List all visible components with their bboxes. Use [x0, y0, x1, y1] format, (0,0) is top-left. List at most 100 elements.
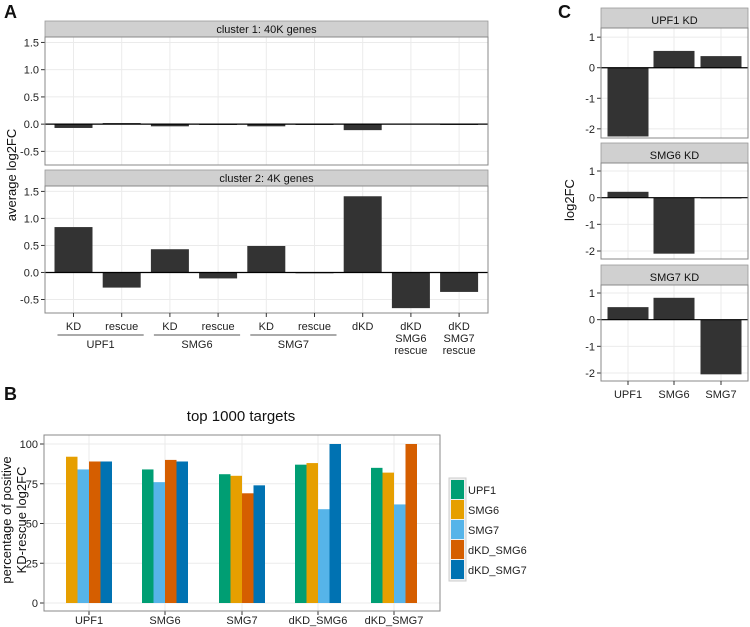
y-tick-label: 100 [20, 439, 38, 451]
x-tick-label: dKD_SMG7 [365, 615, 424, 627]
x-tick-label: KD [259, 321, 274, 333]
plot-border [600, 27, 749, 139]
bar-upf1 [295, 464, 307, 603]
bar [102, 272, 141, 288]
legend-label: UPF1 [468, 485, 496, 497]
facet-title: cluster 1: 40K genes [216, 24, 317, 36]
y-tick-label: -2 [585, 368, 595, 380]
x-tick-label: rescue [394, 345, 427, 357]
x-tick-label: KD [162, 321, 177, 333]
bar-upf1 [142, 469, 154, 603]
y-tick-label: 0 [589, 315, 595, 327]
x-tick-label: dKD [448, 321, 469, 333]
bar-dkd-smg6 [89, 461, 101, 603]
bar [653, 50, 695, 68]
x-tick-label: dKD_SMG6 [289, 615, 348, 627]
y-tick-label: 1.0 [24, 65, 39, 77]
bar-smg6 [382, 472, 394, 603]
y-tick-label: -1 [585, 219, 595, 231]
chart-title: top 1000 targets [187, 408, 295, 425]
bar [343, 196, 382, 273]
y-tick-label: -2 [585, 246, 595, 258]
bar [54, 227, 93, 273]
x-tick-label: SMG7 [444, 333, 475, 345]
y-tick-label: 0 [589, 63, 595, 75]
bar [440, 272, 479, 292]
y-tick-label: 1 [589, 32, 595, 44]
x-tick-label: dKD [400, 321, 421, 333]
y-tick-label: 0.0 [24, 267, 39, 279]
facet-title: SMG7 KD [650, 272, 700, 284]
x-tick-label: SMG6 [149, 615, 180, 627]
y-tick-label: 1 [589, 166, 595, 178]
bar-dkd-smg6 [165, 459, 177, 603]
legend-label: SMG6 [468, 505, 499, 517]
group-label: UPF1 [87, 339, 115, 351]
x-tick-label: dKD [352, 321, 373, 333]
panel-b-label: B [4, 384, 17, 404]
group-label: SMG6 [181, 339, 212, 351]
y-tick-label: 0.5 [24, 92, 39, 104]
bar [607, 67, 649, 137]
bar-smg6 [230, 475, 242, 603]
bar-dkd-smg6 [405, 444, 417, 603]
panel-c-label: C [558, 2, 571, 22]
x-tick-label: UPF1 [75, 615, 103, 627]
y-tick-label: 1 [589, 288, 595, 300]
bar-dkd-smg7 [329, 444, 341, 603]
legend-label: SMG7 [468, 525, 499, 537]
x-tick-label: SMG6 [658, 389, 689, 401]
legend-key [451, 560, 464, 579]
x-tick-label: SMG7 [705, 389, 736, 401]
y-tick-label: 75 [26, 479, 38, 491]
bar-smg7 [153, 482, 165, 603]
x-tick-label: SMG6 [395, 333, 426, 345]
bar [607, 307, 649, 320]
facet-title: SMG6 KD [650, 150, 700, 162]
x-tick-label: rescue [298, 321, 331, 333]
bar [700, 56, 742, 68]
bar [247, 124, 286, 127]
bar [700, 319, 742, 375]
facet-title: cluster 2: 4K genes [219, 173, 314, 185]
bar [150, 249, 189, 273]
y-tick-label: -1 [585, 341, 595, 353]
panel-a: cluster 1: 40K genes -0.5 0.0 0.5 1.0 1.5 clus… [4, 20, 489, 357]
y-axis-label: average log2FC [4, 129, 19, 222]
y-tick-label: 0 [32, 598, 38, 610]
bar [247, 245, 286, 273]
bar-smg7 [77, 469, 89, 603]
bar-dkd-smg6 [242, 493, 254, 603]
legend: UPF1 SMG6 SMG7 dKD_SMG6 dKD_SMG7 [448, 477, 527, 582]
bar-dkd-smg7 [100, 461, 112, 603]
bar-dkd-smg7 [176, 461, 188, 603]
y-tick-label: -0.5 [20, 146, 39, 158]
legend-key [451, 480, 464, 499]
bar [653, 197, 695, 254]
y-tick-label: -2 [585, 124, 595, 136]
legend-label: dKD_SMG6 [468, 545, 527, 557]
y-tick-label: 1.5 [24, 186, 39, 198]
y-axis-label-line: KD-rescue log2FC [14, 467, 29, 574]
panel-b: top 1000 targets 0 25 50 75 100 UPF1 SMG6 SMG7 dK… [0, 408, 527, 627]
legend-key [451, 500, 464, 519]
bar-smg7 [394, 504, 406, 603]
bar [150, 124, 189, 127]
bar-dkd-smg7 [253, 485, 265, 603]
facet-title: UPF1 KD [651, 15, 698, 27]
bar [653, 297, 695, 320]
legend-label: dKD_SMG7 [468, 565, 527, 577]
bar-smg7 [318, 509, 330, 603]
y-tick-label: 1.0 [24, 213, 39, 225]
panel-a-label: A [4, 2, 17, 22]
bar-upf1 [219, 474, 231, 603]
y-tick-label: -0.5 [20, 294, 39, 306]
panel-c: UPF1 KD -2 -1 0 1 SMG6 KD -2 -1 0 1 SMG7 KD -2 -1 0 1 U… [562, 7, 749, 401]
y-tick-label: 1.5 [24, 37, 39, 49]
x-tick-label: rescue [105, 321, 138, 333]
bar-upf1 [371, 467, 383, 603]
bar [54, 124, 93, 128]
bar-smg6 [66, 456, 78, 603]
plot-border [600, 162, 749, 260]
plot-border [44, 36, 489, 166]
